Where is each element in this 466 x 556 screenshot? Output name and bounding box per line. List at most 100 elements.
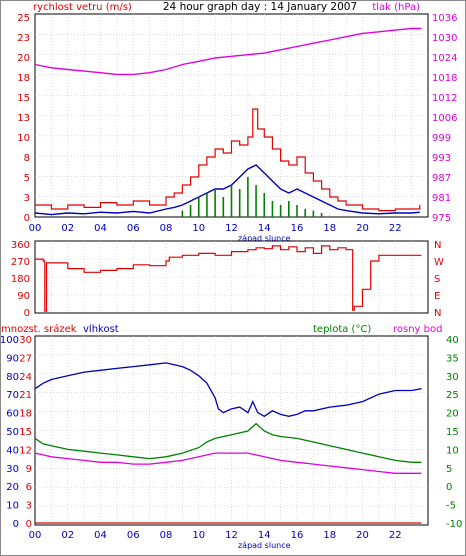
wind-tick-label: 8	[24, 153, 30, 164]
humidity-tick-label: 80	[6, 372, 19, 383]
humidity-tick-label: 30	[6, 464, 19, 475]
rain-tick-label: 12	[19, 445, 32, 456]
rain-tick-label: 15	[19, 427, 32, 438]
humidity-tick-label: 0	[13, 519, 19, 530]
humidity-tick-label: 50	[6, 427, 19, 438]
hour-tick-label: 12	[225, 223, 238, 234]
hour-tick-label: 14	[258, 530, 271, 541]
direction-tick-label: 90	[17, 291, 30, 302]
hour-tick-label: 00	[29, 530, 42, 541]
wind-tick-label: 15	[17, 93, 30, 104]
humidity-tick-label: 20	[6, 482, 19, 493]
hour-tick-label: 02	[61, 223, 74, 234]
humidity-tick-label: 100	[0, 335, 19, 346]
temperature-tick-label: 0	[446, 482, 452, 493]
hour-tick-label: 20	[356, 223, 369, 234]
compass-tick-label: N	[434, 308, 441, 319]
hour-tick-label: 22	[389, 530, 402, 541]
temperature-tick-label: 35	[446, 353, 459, 364]
chart-title: 24 hour graph day : 14 January 2007	[163, 1, 357, 13]
temperature-line	[34, 422, 422, 463]
wind-tick-label: 5	[24, 173, 30, 184]
dewpoint-line	[34, 452, 422, 474]
temperature-tick-label: 20	[446, 409, 459, 420]
pressure-tick-label: 987	[432, 173, 451, 184]
pressure-line	[34, 27, 422, 76]
hour-tick-label: 18	[323, 530, 336, 541]
direction-tick-label: 270	[11, 257, 30, 268]
compass-tick-label: W	[434, 257, 444, 268]
pressure-tick-label: 1024	[432, 53, 457, 64]
pressure-tick-label: 993	[432, 153, 451, 164]
temperature-tick-label: 5	[446, 464, 452, 475]
compass-tick-label: N	[434, 240, 441, 251]
temperature-tick-label: 10	[446, 445, 459, 456]
temperature-tick-label: -10	[446, 519, 462, 530]
hour-tick-label: 06	[127, 223, 140, 234]
rain-tick-label: 30	[19, 335, 32, 346]
hour-tick-label: 08	[160, 530, 173, 541]
compass-tick-label: E	[434, 291, 440, 302]
hour-tick-label: 18	[323, 223, 336, 234]
wind-gust-line	[35, 108, 421, 212]
wind-direction-line	[35, 245, 422, 312]
hour-tick-label: 04	[94, 530, 107, 541]
hour-tick-label: 16	[291, 223, 304, 234]
direction-tick-label: 180	[11, 274, 30, 285]
hour-tick-label: 10	[192, 530, 205, 541]
pressure-axis-label: tlak (hPa)	[372, 2, 420, 13]
rain-tick-label: 6	[26, 482, 32, 493]
wind-tick-label: 23	[17, 33, 30, 44]
temperature-tick-label: -5	[446, 501, 456, 512]
rain-tick-label: 0	[26, 519, 32, 530]
temperature-tick-label: 40	[446, 335, 459, 346]
pressure-tick-label: 1006	[432, 113, 457, 124]
humidity-tick-label: 40	[6, 445, 19, 456]
humidity-tick-label: 70	[6, 390, 19, 401]
pressure-tick-label: 999	[432, 133, 451, 144]
wind-tick-label: 10	[17, 133, 30, 144]
rain-tick-label: 3	[26, 501, 32, 512]
wind-tick-label: 13	[17, 113, 30, 124]
hour-tick-label: 08	[160, 223, 173, 234]
hour-tick-label: 20	[356, 530, 369, 541]
wind-tick-label: 3	[24, 193, 30, 204]
temperature-tick-label: 15	[446, 427, 459, 438]
hour-tick-label: 06	[127, 530, 140, 541]
pressure-tick-label: 1012	[432, 93, 457, 104]
rain-tick-label: 24	[19, 372, 32, 383]
rain-tick-label: 27	[19, 353, 32, 364]
hour-tick-label: 02	[61, 530, 74, 541]
rain-axis-label: mnozst. srázek	[1, 323, 77, 335]
wind-axis-label: rychlost vetru (m/s)	[33, 2, 132, 13]
pressure-tick-label: 975	[432, 213, 451, 224]
hour-tick-label: 04	[94, 223, 107, 234]
wind-tick-label: 25	[17, 13, 30, 24]
pressure-tick-label: 1030	[432, 33, 457, 44]
wind-tick-label: 18	[17, 73, 30, 84]
pressure-tick-label: 981	[432, 193, 451, 204]
sunset-note: západ slunce	[238, 234, 291, 243]
wind-average-line	[34, 164, 420, 216]
hour-tick-label: 22	[389, 223, 402, 234]
humidity-tick-label: 90	[6, 353, 19, 364]
humidity-axis-label: vlhkost	[83, 324, 119, 335]
pressure-tick-label: 1018	[432, 73, 457, 84]
hour-tick-label: 16	[291, 530, 304, 541]
temperature-tick-label: 25	[446, 390, 459, 401]
compass-tick-label: S	[434, 274, 440, 285]
hour-tick-label: 12	[225, 530, 238, 541]
temperature-tick-label: 30	[446, 372, 459, 383]
hour-tick-label: 14	[258, 223, 271, 234]
temperature-axis-label: teplota (°C)	[313, 324, 371, 335]
sunset-note: západ slunce	[238, 541, 291, 550]
dewpoint-axis-label: rosny bod	[393, 324, 442, 335]
wind-tick-label: 0	[24, 213, 30, 224]
rain-tick-label: 18	[19, 409, 32, 420]
humidity-line	[34, 362, 422, 418]
rain-tick-label: 21	[19, 390, 32, 401]
humidity-tick-label: 10	[6, 501, 19, 512]
hour-tick-label: 10	[192, 223, 205, 234]
wind-tick-label: 20	[17, 53, 30, 64]
